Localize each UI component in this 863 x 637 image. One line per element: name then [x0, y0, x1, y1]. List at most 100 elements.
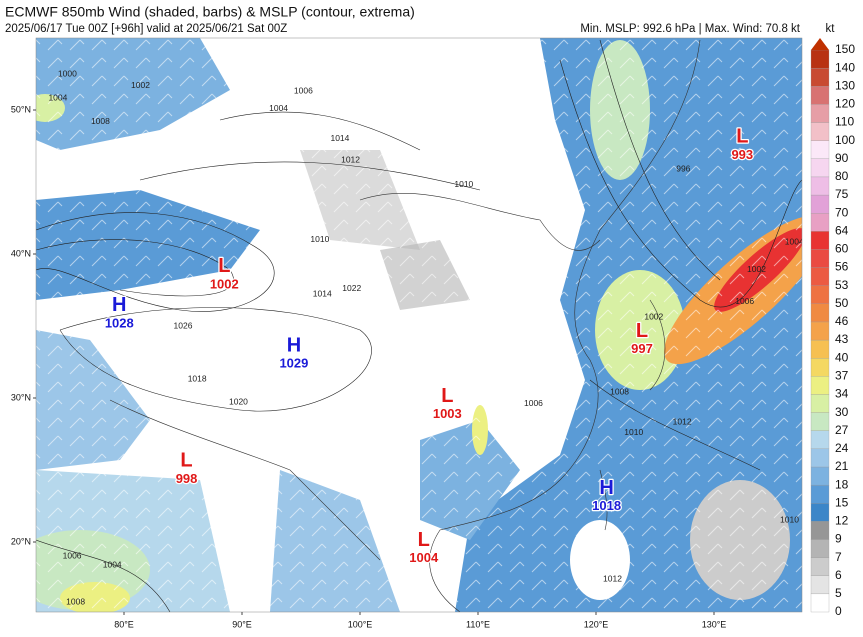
summary: Min. MSLP: 992.6 hPa | Max. Wind: 70.8 k…: [580, 23, 800, 35]
lon-tick-label: 90°E: [232, 619, 252, 629]
colorbar-label: 150: [835, 42, 855, 56]
colorbar-label: 7: [835, 550, 842, 564]
colorbar-label: 9: [835, 532, 842, 546]
colorbar-label: 30: [835, 405, 849, 419]
extremum-value: 1004: [409, 550, 439, 565]
contour-label: 1022: [342, 283, 361, 293]
lon-tick-label: 120°E: [584, 619, 609, 629]
extremum-symbol: L: [441, 385, 453, 407]
contour-label: 1004: [785, 237, 804, 247]
colorbar-label: 18: [835, 477, 849, 491]
colorbar-label: 53: [835, 278, 849, 292]
colorbar-band: [810, 430, 830, 449]
contour-label: 1010: [624, 427, 643, 437]
colorbar-label: 24: [835, 441, 849, 455]
colorbar-label: 46: [835, 314, 849, 328]
colorbar-label: 110: [835, 115, 854, 129]
colorbar-band: [810, 539, 830, 558]
extremum-value: 1028: [105, 315, 134, 330]
lat-tick-label: 50°N: [11, 104, 31, 114]
extremum-value: 1018: [592, 498, 621, 513]
lat-tick-label: 20°N: [11, 536, 31, 546]
colorbar-label: 0: [835, 604, 842, 618]
contour-label: 1010: [780, 515, 799, 525]
contour-label: 1020: [229, 397, 248, 407]
colorbar-label: 100: [835, 133, 855, 147]
colorbar-band: [810, 376, 830, 395]
contour-label: 1006: [524, 398, 543, 408]
contour-label: 1012: [341, 155, 360, 165]
contour-label: 1012: [673, 417, 692, 427]
colorbar-band: [810, 67, 830, 87]
contour-label: 1010: [310, 234, 329, 244]
contour-label: 1008: [91, 116, 110, 126]
contour-label: 1026: [174, 320, 193, 330]
colorbar-label: 34: [835, 387, 849, 401]
extremum-symbol: L: [636, 320, 648, 342]
extremum-symbol: L: [736, 126, 748, 148]
colorbar-band: [810, 267, 830, 286]
colorbar-label: 120: [835, 97, 855, 111]
lon-tick-label: 100°E: [348, 619, 373, 629]
extremum-value: 993: [731, 147, 753, 162]
lon-tick-label: 130°E: [702, 619, 727, 629]
colorbar-band: [810, 358, 830, 377]
extremum-symbol: H: [599, 477, 613, 499]
contour-label: 1000: [58, 68, 77, 78]
contour-label: 1010: [454, 179, 473, 189]
colorbar-label: 21: [835, 459, 849, 473]
colorbar-label: 140: [835, 60, 855, 74]
colorbar-label: 64: [835, 223, 849, 237]
isobars: [36, 39, 802, 612]
contour-label: 1002: [131, 80, 150, 90]
extremum-value: 1003: [433, 406, 462, 421]
colorbar-band: [810, 339, 830, 359]
colorbar-band: [810, 321, 830, 341]
colorbar-band: [810, 466, 830, 486]
colorbar-label: 80: [835, 169, 849, 183]
colorbar-label: 37: [835, 368, 849, 382]
colorbar-band: [810, 557, 830, 576]
colorbar-label: 43: [835, 332, 849, 346]
colorbar-band: [810, 176, 830, 196]
contour-label: 1006: [63, 551, 82, 561]
colorbar-band: [810, 104, 830, 123]
contour-label: 1008: [66, 597, 85, 607]
colorbar-band: [810, 448, 830, 468]
contour-label: 1002: [747, 264, 766, 274]
colorbar-band: [810, 593, 830, 613]
contour-label: 1008: [610, 386, 629, 396]
colorbar-extend: [811, 38, 829, 50]
colorbar-label: 90: [835, 151, 849, 165]
extremum-symbol: L: [418, 529, 430, 551]
colorbar-label: 70: [835, 205, 849, 219]
contour-label: 1006: [294, 86, 313, 96]
colorbar-band: [810, 249, 830, 268]
colorbar-band: [810, 213, 830, 232]
extremum-value: 1002: [210, 276, 239, 291]
contour-label: 1012: [603, 574, 622, 584]
extremum-symbol: L: [180, 450, 192, 472]
colorbar-band: [810, 303, 830, 323]
colorbar-label: 6: [835, 568, 842, 582]
map-frame: [35, 37, 803, 613]
extremum-value: 998: [176, 471, 198, 486]
colorbar-band: [810, 521, 830, 540]
coastlines-borders: [109, 39, 701, 612]
colorbar-band: [810, 412, 830, 431]
contour-label: 1014: [313, 289, 332, 299]
lon-tick-label: 80°E: [114, 619, 134, 629]
colorbar-band: [810, 49, 830, 69]
contour-label: 1014: [330, 133, 349, 143]
contour-label: 1004: [103, 559, 122, 569]
colorbar-band: [810, 231, 830, 250]
colorbar-band: [810, 158, 830, 178]
lon-tick-label: 110°E: [466, 619, 490, 629]
colorbar-band: [810, 140, 830, 159]
colorbar-band: [810, 86, 830, 105]
extremum-symbol: H: [287, 334, 301, 356]
colorbar-label: 12: [835, 514, 849, 528]
contour-label: 1004: [48, 93, 67, 103]
extremum-symbol: L: [218, 255, 230, 277]
